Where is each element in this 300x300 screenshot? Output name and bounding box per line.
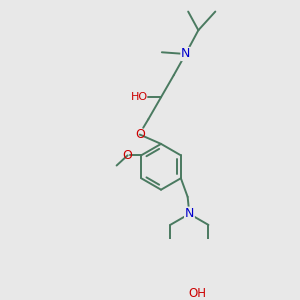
Text: N: N bbox=[185, 207, 194, 220]
Text: N: N bbox=[185, 207, 194, 220]
Text: OH: OH bbox=[189, 287, 207, 300]
Text: N: N bbox=[181, 47, 190, 61]
Text: HO: HO bbox=[131, 92, 148, 102]
Text: N: N bbox=[185, 207, 194, 220]
Text: O: O bbox=[135, 128, 145, 141]
Text: O: O bbox=[122, 149, 132, 162]
